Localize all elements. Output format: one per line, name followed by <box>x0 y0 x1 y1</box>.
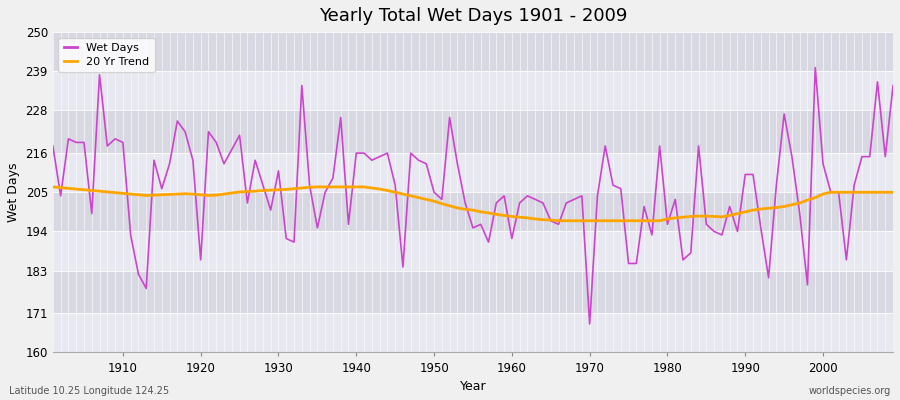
Title: Yearly Total Wet Days 1901 - 2009: Yearly Total Wet Days 1901 - 2009 <box>319 7 627 25</box>
20 Yr Trend <box>608 218 618 223</box>
Bar <box>53 232 893 270</box>
Line: Wet Days: Wet Days <box>53 68 893 324</box>
20 Yr Trend <box>48 184 58 189</box>
Bar <box>53 153 893 192</box>
Line: 20 Yr Trend: 20 Yr Trend <box>53 187 893 221</box>
Wet Days <box>887 83 898 88</box>
Bar <box>53 192 893 232</box>
Wet Days <box>110 136 121 141</box>
Legend: Wet Days, 20 Yr Trend: Wet Days, 20 Yr Trend <box>58 38 155 72</box>
Wet Days <box>281 236 292 241</box>
20 Yr Trend <box>554 218 564 223</box>
20 Yr Trend <box>281 187 292 192</box>
20 Yr Trend <box>110 190 121 195</box>
Bar <box>53 110 893 153</box>
Wet Days <box>810 65 821 70</box>
Text: Latitude 10.25 Longitude 124.25: Latitude 10.25 Longitude 124.25 <box>9 386 169 396</box>
Wet Days <box>584 322 595 326</box>
Text: worldspecies.org: worldspecies.org <box>809 386 891 396</box>
20 Yr Trend <box>499 213 509 218</box>
Wet Days <box>328 176 338 180</box>
Bar <box>53 71 893 110</box>
20 Yr Trend <box>887 190 898 195</box>
20 Yr Trend <box>507 214 517 219</box>
Bar <box>53 32 893 71</box>
X-axis label: Year: Year <box>460 380 486 393</box>
Bar <box>53 313 893 352</box>
Wet Days <box>507 236 517 241</box>
Y-axis label: Wet Days: Wet Days <box>7 162 20 222</box>
Wet Days <box>608 183 618 188</box>
Bar <box>53 270 893 313</box>
Wet Days <box>48 144 58 148</box>
20 Yr Trend <box>328 184 338 189</box>
Wet Days <box>499 194 509 198</box>
